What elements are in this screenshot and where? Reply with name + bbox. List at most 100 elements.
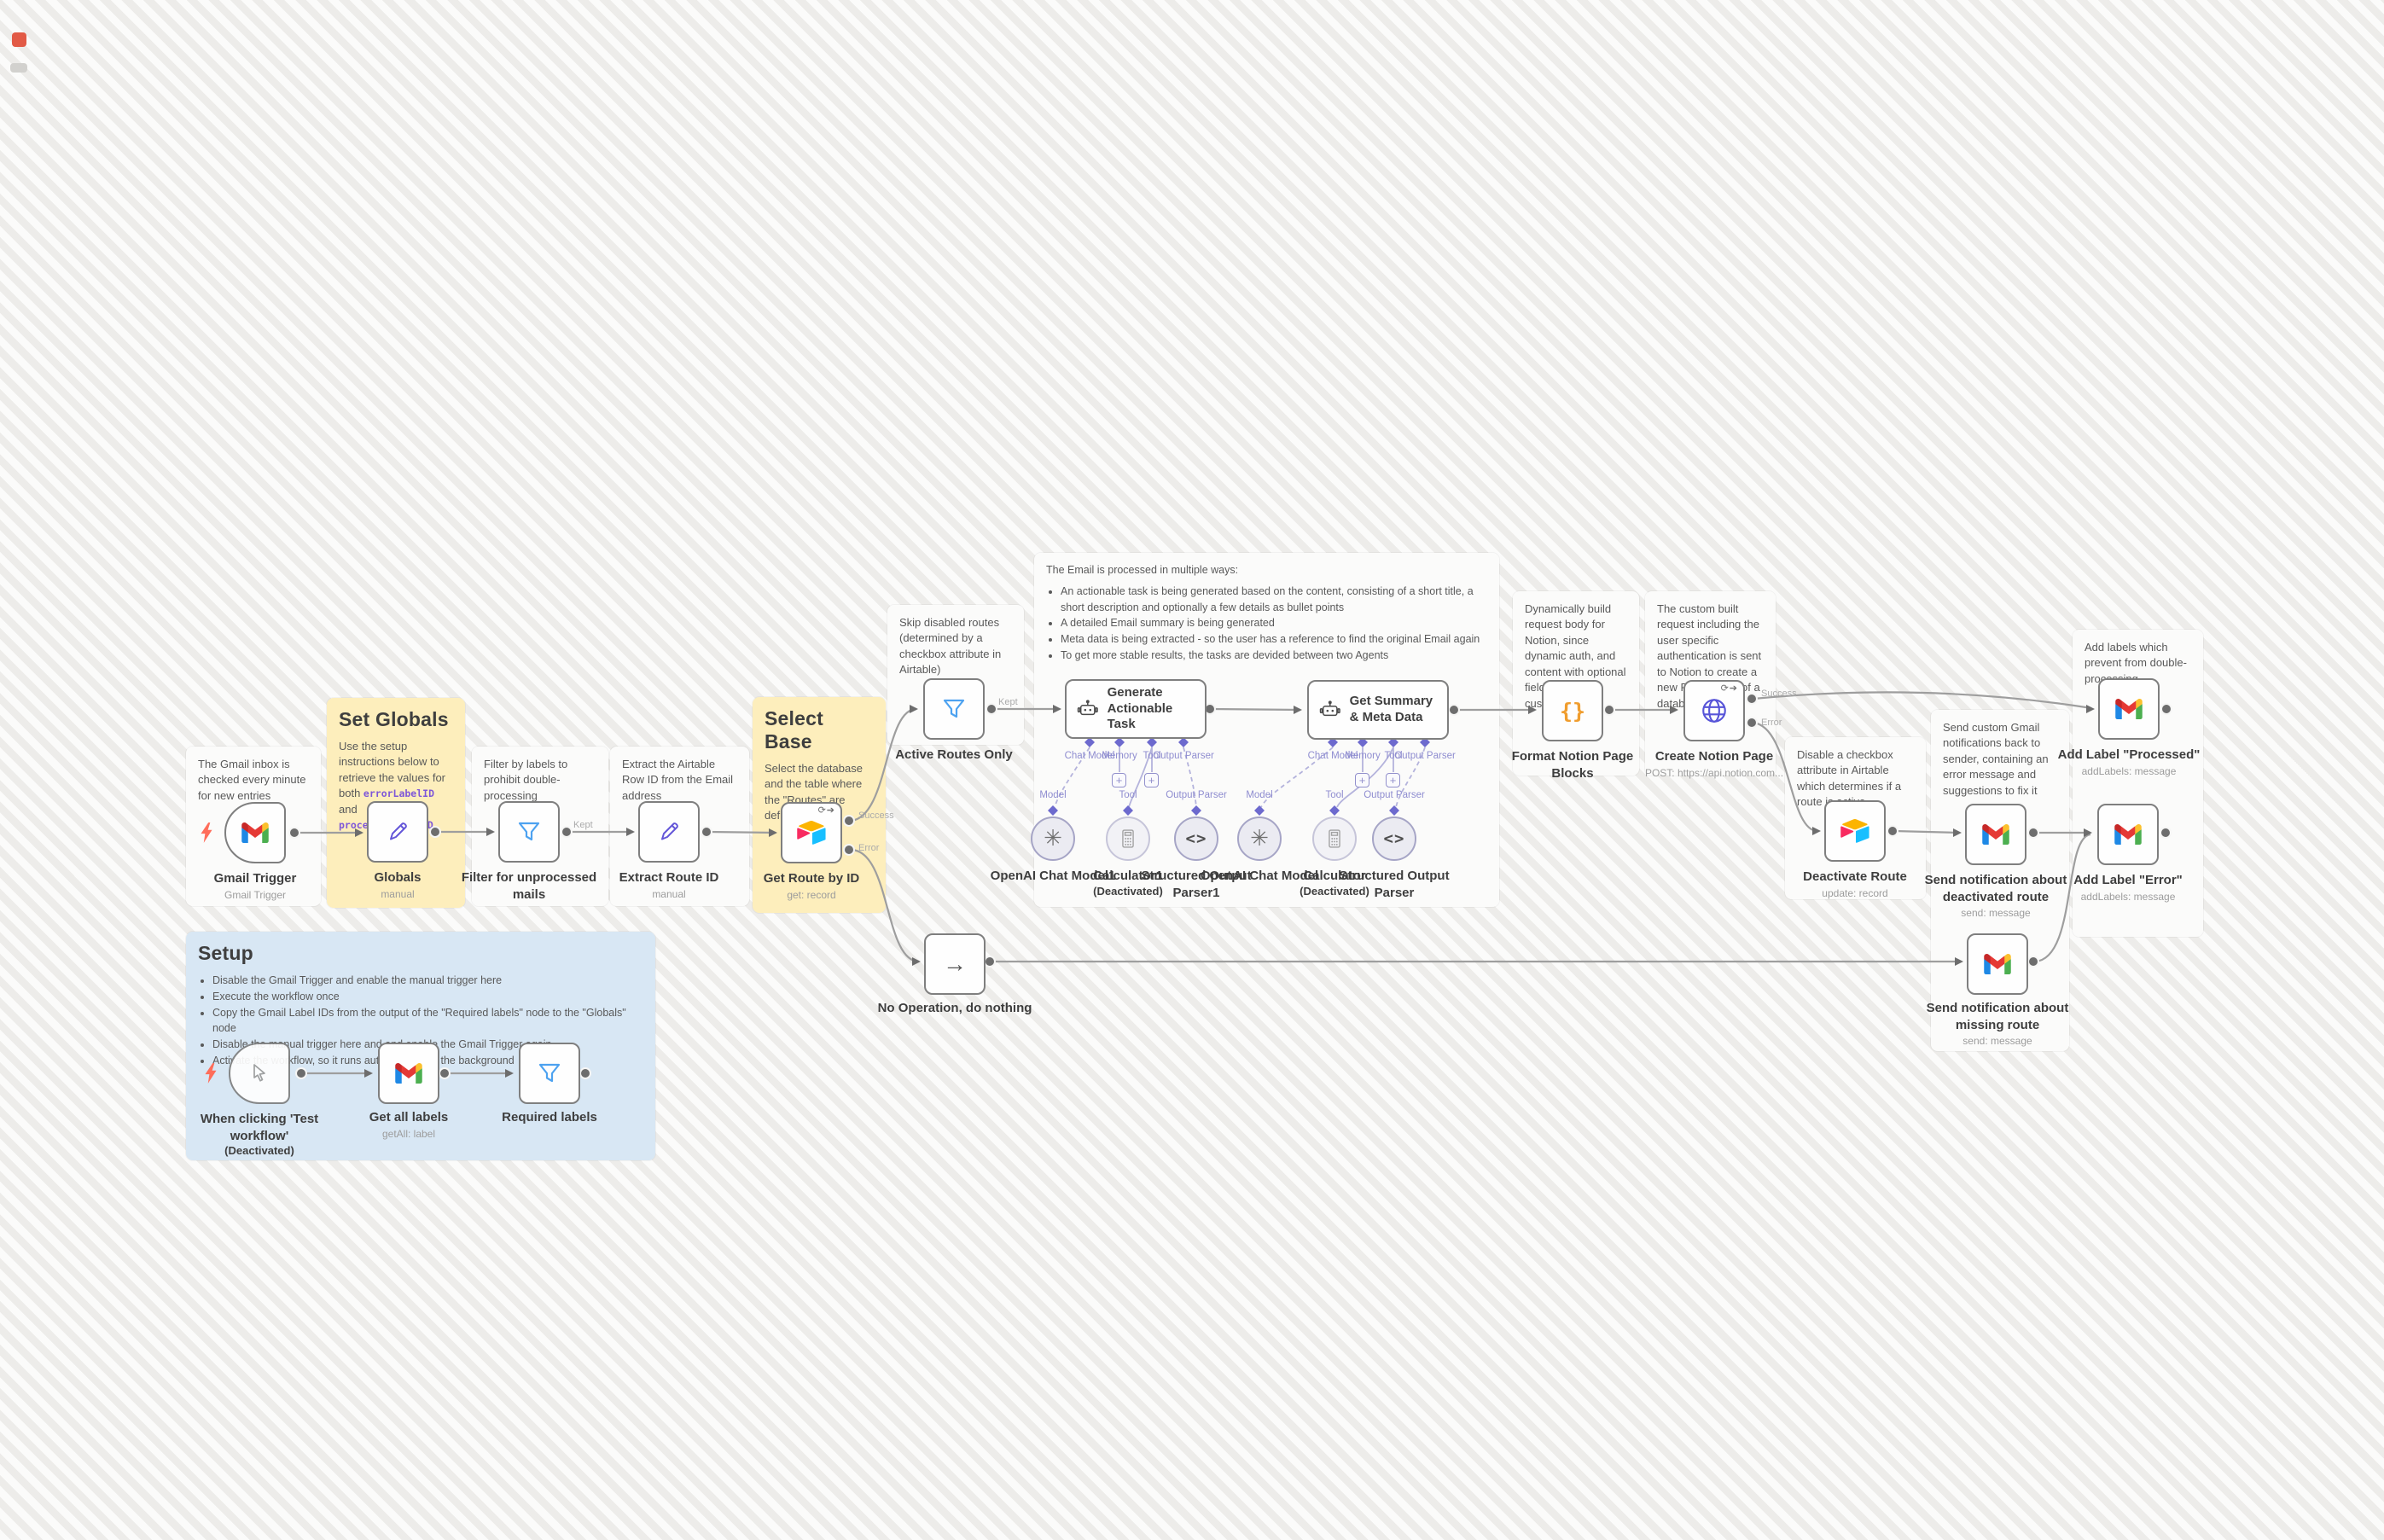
agent-port-label: Memory — [1102, 751, 1137, 761]
openai-icon: ✳ — [1250, 826, 1269, 851]
agent-port-label: Tool — [1384, 751, 1403, 761]
openai-icon: ✳ — [1044, 826, 1062, 851]
subnode-port-label: Tool — [1325, 790, 1344, 800]
subnode-structured-output-parser[interactable]: <> — [1372, 816, 1416, 861]
add-memory-button[interactable]: + — [1112, 773, 1126, 787]
node-deactivate-route[interactable] — [1824, 800, 1886, 862]
node-sublabel: manual — [381, 887, 415, 900]
sticky-extract-note[interactable]: Extract the Airtable Row ID from the Ema… — [610, 747, 749, 906]
node-get-summary[interactable]: Get Summary & Meta Data — [1307, 680, 1449, 740]
subnode-label: Calculator — [1303, 869, 1366, 883]
node-globals[interactable] — [367, 801, 428, 863]
node-label: Add Label "Error" — [2073, 873, 2183, 887]
node-add-label-processed[interactable] — [2098, 678, 2160, 740]
node-label: Extract Route ID — [619, 870, 719, 885]
sticky-body: Send custom Gmail notifications back to … — [1943, 721, 2049, 797]
node-label: Deactivate Route — [1803, 869, 1907, 884]
node-add-label-error[interactable] — [2097, 804, 2159, 865]
node-send-missing[interactable] — [1967, 933, 2028, 995]
retry-icon: ⟳ — [1720, 683, 1730, 694]
code-brackets-icon: <> — [1383, 829, 1405, 848]
sticky-body: Skip disabled routes (determined by a ch… — [899, 616, 1002, 677]
node-required-labels[interactable] — [519, 1043, 580, 1104]
node-filter-unprocessed[interactable] — [498, 801, 560, 863]
subnode-label: Structured Output Parser1 — [1141, 869, 1252, 900]
sticky-notion-body-note[interactable]: Dynamically build request body for Notio… — [1513, 591, 1639, 776]
node-generate-task[interactable]: Generate Actionable Task — [1065, 679, 1207, 739]
subnode-calculator1[interactable] — [1106, 816, 1150, 861]
node-get-route[interactable]: ⟳➔ — [781, 802, 842, 863]
node-settings-badge: ⟳➔ — [818, 806, 835, 816]
canvas-artifact-gray — [10, 63, 27, 73]
node-noop[interactable]: → — [924, 933, 986, 995]
node-sublabel: POST: https://api.notion.com... — [1644, 766, 1784, 779]
node-extract-route[interactable] — [638, 801, 700, 863]
code-brackets-icon: <> — [1185, 829, 1207, 848]
node-sublabel: manual — [652, 887, 686, 900]
pencil-icon — [661, 822, 678, 840]
airtable-icon — [797, 820, 826, 845]
filter-icon — [518, 822, 540, 841]
node-label: When clicking 'Test workflow' — [200, 1112, 319, 1143]
sticky-title: Set Globals — [339, 708, 449, 730]
agent-port-label: Tool — [1143, 751, 1161, 761]
node-manual-trigger[interactable] — [229, 1043, 290, 1104]
edge-label-error: Error — [858, 843, 880, 853]
gmail-icon — [395, 1063, 422, 1084]
gmail-icon — [241, 822, 269, 843]
node-label: Gmail Trigger — [213, 871, 297, 886]
subnode-openai-chat-model[interactable]: ✳ — [1237, 816, 1282, 861]
calculator-icon — [1329, 829, 1340, 848]
gmail-icon — [2115, 699, 2143, 719]
subnode-calculator[interactable] — [1312, 816, 1357, 861]
continue-on-error-icon: ➔ — [826, 805, 835, 816]
agent-port-label: Output Parser — [1153, 751, 1214, 761]
node-sublabel: getAll: label — [381, 1127, 436, 1140]
node-label: Send notification about deactivated rout… — [1924, 873, 2067, 904]
node-label: Active Routes Only — [895, 747, 1013, 762]
sticky-send-custom-note[interactable]: Send custom Gmail notifications back to … — [1931, 710, 2069, 1051]
add-memory-button[interactable]: + — [1355, 773, 1369, 787]
node-label: Globals — [374, 870, 422, 885]
calculator-icon — [1122, 829, 1134, 848]
node-settings-badge: ⟳➔ — [1721, 684, 1738, 694]
sticky-body: The Gmail inbox is checked every minute … — [198, 758, 306, 802]
gmail-icon — [2114, 824, 2142, 845]
agent-port-label: Chat Model — [1064, 751, 1115, 761]
subnode-openai-chat-model1[interactable]: ✳ — [1031, 816, 1075, 861]
node-label: Get all labels — [369, 1110, 449, 1124]
node-format-notion[interactable]: {} — [1542, 680, 1603, 741]
canvas-artifact-red — [12, 32, 26, 47]
node-sublabel: send: message — [1961, 907, 2031, 919]
continue-on-error-icon: ➔ — [1729, 683, 1738, 694]
node-get-labels[interactable] — [378, 1043, 439, 1104]
gmail-icon — [1984, 954, 2011, 974]
node-label: Send notification about missing route — [1926, 1001, 2069, 1032]
agent-port-label: Chat Model — [1307, 751, 1358, 761]
gmail-icon — [1982, 824, 2009, 845]
subnode-label: OpenAI Chat Model — [1200, 869, 1319, 883]
sticky-set-globals[interactable]: Set Globals Use the setup instructions b… — [327, 698, 465, 908]
sticky-title: Select Base — [765, 707, 823, 753]
pencil-icon — [390, 822, 407, 840]
subnode-port-label: Output Parser — [1364, 790, 1425, 800]
add-tool-button[interactable]: + — [1386, 773, 1400, 787]
node-label: Get Summary & Meta Data — [1349, 694, 1433, 724]
subnode-structured-output-parser1[interactable]: <> — [1174, 816, 1218, 861]
agent-port-label: Memory — [1345, 751, 1381, 761]
node-create-notion[interactable]: ⟳➔ — [1683, 680, 1745, 741]
arrow-right-icon: → — [943, 950, 967, 977]
node-sublabel: Gmail Trigger — [224, 888, 287, 901]
add-tool-button[interactable]: + — [1144, 773, 1159, 787]
node-label: No Operation, do nothing — [877, 1001, 1032, 1015]
node-label: Filter for unprocessed mails — [461, 870, 597, 902]
robot-icon — [1319, 700, 1340, 717]
sticky-body: Filter by labels to prohibit double-proc… — [484, 758, 568, 802]
node-active-routes[interactable] — [923, 678, 985, 740]
node-send-deactivated[interactable] — [1965, 804, 2026, 865]
node-label: Required labels — [502, 1110, 597, 1124]
filter-icon — [943, 699, 965, 718]
node-gmail-trigger[interactable] — [224, 802, 286, 863]
